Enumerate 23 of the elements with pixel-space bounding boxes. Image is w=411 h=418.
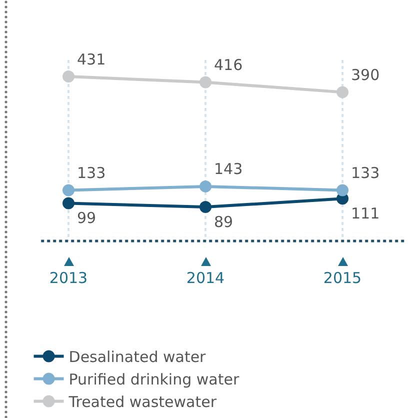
legend-label: Desalinated water [68, 348, 207, 366]
data-label: 133 [77, 164, 106, 182]
data-label: 143 [214, 160, 243, 178]
x-tick-label: 2014 [186, 269, 225, 287]
point [200, 201, 212, 214]
point [200, 180, 212, 192]
x-tick-label: 2013 [49, 269, 88, 287]
point [336, 86, 348, 98]
data-label: 133 [351, 164, 380, 182]
data-label: 111 [351, 204, 380, 222]
data-label: 89 [214, 212, 234, 231]
point [200, 76, 212, 88]
data-label: 416 [214, 56, 243, 74]
data-label: 431 [77, 50, 106, 68]
data-label: 99 [77, 208, 96, 227]
legend-label: Treated wastewater [68, 393, 218, 412]
legend-label: Purified drinking water [68, 370, 240, 389]
point [62, 70, 74, 83]
data-label: 390 [351, 66, 380, 84]
point [336, 184, 348, 196]
point [62, 197, 74, 210]
point [62, 184, 74, 196]
x-tick-label: 2015 [323, 269, 362, 287]
